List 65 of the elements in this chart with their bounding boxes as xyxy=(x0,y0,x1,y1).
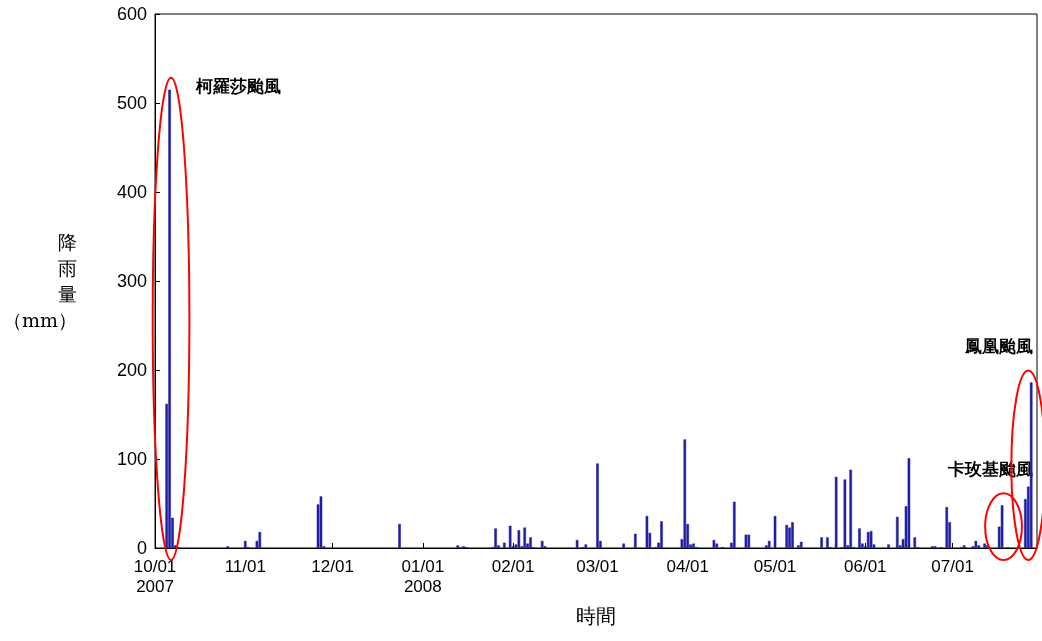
bar xyxy=(744,534,748,548)
x-tick-label: 01/01 2008 xyxy=(401,556,445,596)
x-tick-label: 11/01 xyxy=(224,556,266,576)
bar xyxy=(907,458,911,548)
bar xyxy=(398,523,401,548)
bar xyxy=(869,531,873,548)
bar xyxy=(858,528,861,548)
y-axis-title: 降雨量（mm） xyxy=(2,231,78,331)
bar xyxy=(692,543,695,548)
y-tick-label: 600 xyxy=(116,4,148,24)
bar xyxy=(168,89,171,548)
bar xyxy=(797,545,800,548)
bar xyxy=(849,469,852,548)
bar xyxy=(820,537,823,548)
x-tick-label: 12/01 xyxy=(311,556,354,576)
y-tick-label: 400 xyxy=(116,182,148,202)
y-tick-label: 0 xyxy=(137,538,148,558)
x-tick-label: 03/01 xyxy=(576,556,619,576)
y-tick-label: 200 xyxy=(116,360,148,380)
x-tick-label: 05/01 xyxy=(753,556,797,576)
bar xyxy=(523,527,526,548)
bar xyxy=(785,524,788,548)
bar xyxy=(974,540,978,548)
bar xyxy=(683,439,687,548)
bar xyxy=(866,531,870,548)
bar xyxy=(319,496,323,548)
bar xyxy=(834,476,838,548)
bar xyxy=(843,479,847,548)
bar xyxy=(887,544,890,548)
x-tick-label: 10/01 2007 xyxy=(133,556,177,596)
bar xyxy=(799,541,803,548)
bar xyxy=(732,501,736,548)
y-tick-label: 300 xyxy=(116,271,148,291)
x-axis-title: 時間 xyxy=(576,605,617,627)
bar xyxy=(258,531,262,548)
bar xyxy=(529,537,532,548)
bar xyxy=(645,515,649,548)
bar xyxy=(660,521,663,548)
bar xyxy=(791,522,794,548)
y-tick-label: 100 xyxy=(116,449,148,469)
bar xyxy=(773,515,777,548)
bar xyxy=(634,533,637,548)
x-tick-label: 04/01 xyxy=(666,556,709,576)
bar xyxy=(622,543,625,548)
bar xyxy=(575,539,579,548)
x-tick-label: 02/01 xyxy=(491,556,535,576)
bar xyxy=(945,507,949,548)
bar xyxy=(913,537,917,548)
bar xyxy=(712,539,716,548)
bar xyxy=(1000,505,1004,548)
bar xyxy=(596,463,599,548)
bar xyxy=(747,534,751,548)
annotation: 柯羅莎颱風 xyxy=(194,75,281,96)
bar xyxy=(895,516,899,548)
bar xyxy=(540,540,544,548)
x-tick-label: 07/01 xyxy=(931,556,974,576)
bar xyxy=(826,537,829,548)
x-tick-label: 06/01 xyxy=(843,556,887,576)
bar xyxy=(508,525,512,548)
annotation: 鳳凰颱風 xyxy=(964,336,1033,357)
bar xyxy=(494,528,497,548)
bar xyxy=(767,540,771,548)
bar xyxy=(503,542,506,548)
bar xyxy=(517,530,521,548)
y-tick-label: 500 xyxy=(116,93,148,113)
